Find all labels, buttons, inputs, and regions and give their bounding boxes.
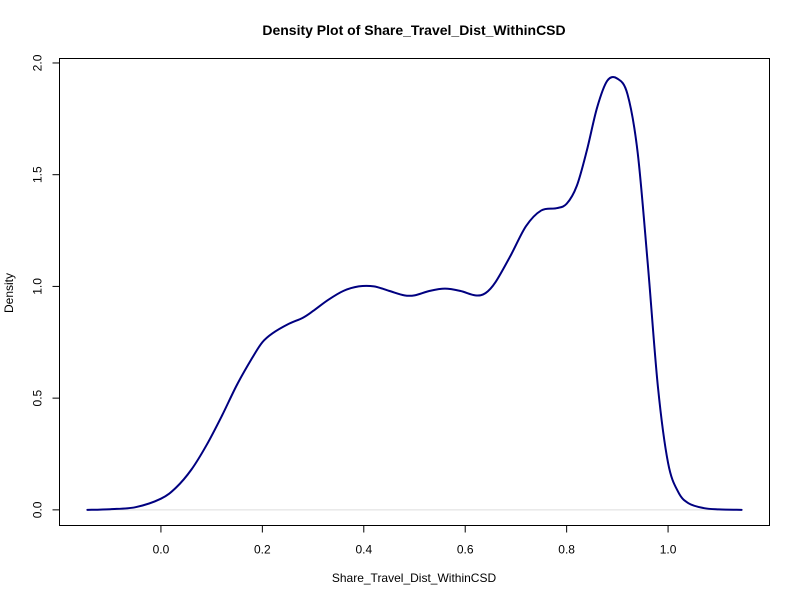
y-tick-label: 1.5 bbox=[31, 166, 45, 183]
chart-title: Density Plot of Share_Travel_Dist_Within… bbox=[262, 22, 565, 38]
x-tick-label: 0.8 bbox=[558, 543, 575, 557]
x-axis: 0.0 0.2 0.4 0.6 0.8 1.0 bbox=[153, 525, 677, 557]
x-tick-label: 1.0 bbox=[660, 543, 677, 557]
y-tick-label: 0.5 bbox=[31, 389, 45, 406]
y-axis: 0.0 0.5 1.0 1.5 2.0 bbox=[31, 54, 60, 518]
x-axis-label: Share_Travel_Dist_WithinCSD bbox=[332, 571, 497, 585]
y-tick-label: 0.0 bbox=[31, 501, 45, 518]
x-tick-label: 0.0 bbox=[153, 543, 170, 557]
density-curve bbox=[86, 76, 743, 511]
y-tick-label: 1.0 bbox=[31, 278, 45, 295]
y-tick-label: 2.0 bbox=[31, 54, 45, 71]
y-axis-label: Density bbox=[2, 273, 16, 313]
x-tick-label: 0.4 bbox=[355, 543, 372, 557]
x-tick-label: 0.2 bbox=[254, 543, 271, 557]
plot-frame bbox=[59, 58, 770, 526]
x-tick-label: 0.6 bbox=[457, 543, 474, 557]
